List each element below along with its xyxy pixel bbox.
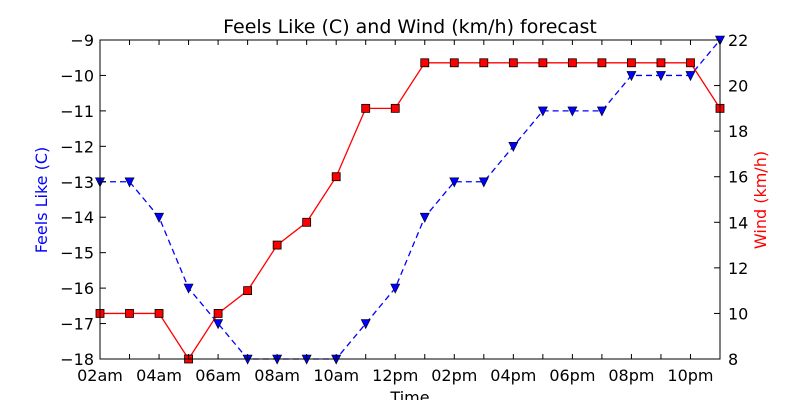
y-left-tick-label: −16	[60, 279, 94, 298]
wind-marker	[125, 309, 134, 318]
wind-marker	[361, 103, 371, 113]
feels-like-marker	[537, 106, 548, 117]
wind-marker	[656, 58, 666, 68]
wind-marker	[302, 217, 312, 227]
y-right-tick-label: 16	[728, 168, 748, 187]
y-right-tick-label: 14	[728, 213, 748, 232]
y-left-tick-label: −10	[60, 66, 94, 85]
x-axis-label: Time	[389, 388, 429, 400]
series-line-wind	[100, 62, 721, 361]
wind-marker	[390, 103, 400, 113]
wind-marker	[479, 58, 489, 68]
wind-marker	[331, 172, 341, 182]
feels-like-marker	[124, 177, 135, 188]
plot-area: 02am 04am 06am 08am 10am 12pm 02pm 04pm 06pm 08pm…	[60, 31, 748, 385]
x-tick-label: 10am	[313, 366, 359, 385]
y-right-tick-label: 18	[728, 122, 748, 141]
x-tick-label: 04am	[136, 366, 182, 385]
x-tick-label: 04pm	[490, 366, 536, 385]
wind-marker	[243, 286, 253, 296]
wind-marker	[420, 58, 430, 68]
x-tick-label: 10pm	[667, 366, 713, 385]
y-left-tick-label: −14	[60, 208, 94, 227]
series-line-feels-like	[100, 39, 721, 360]
wind-marker	[508, 58, 518, 68]
feels-like-marker	[596, 106, 607, 117]
y-left-tick-label: −11	[60, 102, 94, 121]
wind-marker	[449, 58, 459, 68]
y-axis-left-label: Feels Like (C)	[32, 147, 51, 254]
wind-marker	[627, 58, 636, 68]
axes-frame	[99, 39, 721, 360]
y-left-tick-label: −18	[60, 350, 94, 369]
y-left-tick-label: −15	[60, 244, 94, 263]
y-right-tick-label: 10	[728, 304, 748, 323]
y-left-tick-label: −9	[70, 31, 94, 50]
wind-marker	[154, 309, 164, 318]
y-right-tick-label: 22	[728, 31, 748, 50]
x-tick-label: 08pm	[608, 366, 654, 385]
feels-like-marker	[685, 71, 696, 82]
feels-like-marker	[154, 212, 165, 223]
feels-like-marker	[449, 177, 460, 188]
y-axis-right-label: Wind (km/h)	[751, 151, 770, 249]
feels-like-marker	[626, 71, 637, 82]
feels-like-marker	[508, 142, 519, 153]
x-tick-label: 12pm	[372, 366, 418, 385]
wind-marker	[213, 309, 223, 318]
wind-marker	[272, 240, 282, 250]
feels-like-marker	[478, 177, 489, 188]
y-left-tick-label: −12	[60, 137, 94, 156]
x-tick-label: 06pm	[549, 366, 595, 385]
y-right-tick-label: 20	[728, 77, 748, 96]
wind-marker	[597, 58, 607, 68]
x-tick-label: 08am	[254, 366, 300, 385]
feels-like-marker	[390, 283, 401, 294]
feels-like-marker	[567, 106, 578, 117]
y-left-tick-label: −17	[60, 315, 94, 334]
wind-marker	[686, 58, 695, 68]
feels-like-marker	[213, 319, 224, 330]
x-tick-label: 02am	[77, 366, 123, 385]
wind-marker	[538, 58, 548, 68]
wind-marker	[567, 58, 577, 68]
feels-like-marker	[360, 319, 371, 330]
y-left-tick-label: −13	[60, 173, 94, 192]
y-right-tick-label: 12	[728, 259, 748, 278]
feels-like-marker	[419, 212, 430, 223]
x-tick-label: 02pm	[431, 366, 477, 385]
feels-like-marker	[183, 283, 194, 294]
chart-title: Feels Like (C) and Wind (km/h) forecast	[223, 16, 597, 38]
x-tick-label: 06am	[195, 366, 241, 385]
feels-like-marker	[655, 71, 666, 82]
y-right-tick-label: 8	[728, 350, 738, 369]
